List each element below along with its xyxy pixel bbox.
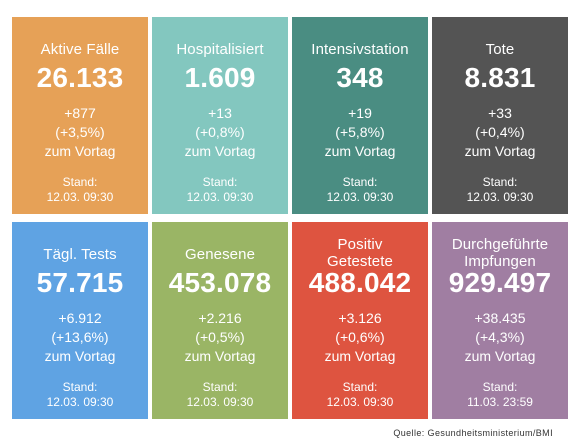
tile-delta-absolute: +6.912	[58, 310, 102, 326]
tile-stand-value: 12.03. 09:30	[186, 190, 254, 204]
tile-positiv-getestete: Positiv Getestete 488.042 +3.126 (+0,6%)…	[292, 222, 428, 419]
tile-stand-label: Stand:	[62, 175, 98, 189]
tile-delta-percent: (+3,5%)	[55, 124, 105, 140]
tile-delta-absolute: +3.126	[338, 310, 382, 326]
tile-delta-suffix: zum Vortag	[324, 143, 396, 159]
tile-delta-absolute: +13	[208, 105, 232, 121]
tile-timestamp: Stand: 12.03. 09:30	[12, 380, 148, 410]
tile-timestamp: Stand: 12.03. 09:30	[12, 175, 148, 205]
tile-delta-suffix: zum Vortag	[464, 143, 536, 159]
tile-stand-label: Stand:	[482, 175, 518, 189]
tile-stand-label: Stand:	[482, 380, 518, 394]
tile-delta-percent: (+13,6%)	[51, 329, 109, 345]
tile-stand-value: 12.03. 09:30	[326, 395, 394, 409]
tile-title: Hospitalisiert	[176, 41, 264, 58]
tile-timestamp: Stand: 12.03. 09:30	[152, 175, 288, 205]
tile-timestamp: Stand: 12.03. 09:30	[292, 175, 428, 205]
tile-stand-value: 12.03. 09:30	[186, 395, 254, 409]
source-note: Quelle: Gesundheitsministerium/BMI	[393, 428, 553, 438]
tile-change: +38.435 (+4,3%) zum Vortag	[432, 309, 568, 366]
tile-delta-suffix: zum Vortag	[184, 348, 256, 364]
tile-stand-value: 12.03. 09:30	[46, 190, 114, 204]
stats-grid: Aktive Fälle 26.133 +877 (+3,5%) zum Vor…	[12, 17, 570, 419]
tile-timestamp: Stand: 11.03. 23:59	[432, 380, 568, 410]
tile-delta-absolute: +877	[64, 105, 96, 121]
tile-intensivstation: Intensivstation 348 +19 (+5,8%) zum Vort…	[292, 17, 428, 214]
tile-value: 57.715	[36, 267, 124, 298]
tile-genesene: Genesene 453.078 +2.216 (+0,5%) zum Vort…	[152, 222, 288, 419]
tile-title: Tote	[485, 41, 515, 58]
tile-value: 348	[336, 62, 384, 93]
tile-title: Positiv Getestete	[327, 236, 393, 270]
tile-stand-value: 11.03. 23:59	[467, 395, 533, 409]
tile-change: +19 (+5,8%) zum Vortag	[292, 104, 428, 161]
tile-delta-suffix: zum Vortag	[44, 348, 116, 364]
tile-change: +3.126 (+0,6%) zum Vortag	[292, 309, 428, 366]
tile-durchgefuehrte-impfungen: Durchgeführte Impfungen 929.497 +38.435 …	[432, 222, 568, 419]
tile-tote: Tote 8.831 +33 (+0,4%) zum Vortag Stand:…	[432, 17, 568, 214]
tile-value: 453.078	[168, 267, 272, 298]
tile-change: +877 (+3,5%) zum Vortag	[12, 104, 148, 161]
tile-value: 1.609	[184, 62, 256, 93]
tile-delta-absolute: +19	[348, 105, 372, 121]
tile-delta-percent: (+0,4%)	[475, 124, 525, 140]
tile-value: 26.133	[36, 62, 124, 93]
tile-change: +33 (+0,4%) zum Vortag	[432, 104, 568, 161]
tile-timestamp: Stand: 12.03. 09:30	[152, 380, 288, 410]
tile-title: Durchgeführte Impfungen	[451, 236, 549, 270]
tile-delta-suffix: zum Vortag	[184, 143, 256, 159]
tile-value: 8.831	[464, 62, 536, 93]
tile-value: 488.042	[308, 267, 412, 298]
tile-delta-percent: (+0,5%)	[195, 329, 245, 345]
tile-delta-absolute: +38.435	[474, 310, 526, 326]
tile-title: Tägl. Tests	[43, 246, 117, 263]
tile-timestamp: Stand: 12.03. 09:30	[432, 175, 568, 205]
tile-change: +6.912 (+13,6%) zum Vortag	[12, 309, 148, 366]
tile-delta-absolute: +33	[488, 105, 512, 121]
tile-stand-label: Stand:	[342, 175, 378, 189]
tile-delta-absolute: +2.216	[198, 310, 242, 326]
tile-stand-label: Stand:	[342, 380, 378, 394]
tile-timestamp: Stand: 12.03. 09:30	[292, 380, 428, 410]
tile-stand-value: 12.03. 09:30	[326, 190, 394, 204]
tile-delta-suffix: zum Vortag	[44, 143, 116, 159]
tile-aktive-faelle: Aktive Fälle 26.133 +877 (+3,5%) zum Vor…	[12, 17, 148, 214]
tile-stand-label: Stand:	[202, 380, 238, 394]
tile-change: +13 (+0,8%) zum Vortag	[152, 104, 288, 161]
tile-stand-value: 12.03. 09:30	[466, 190, 534, 204]
tile-delta-percent: (+0,8%)	[195, 124, 245, 140]
tile-stand-label: Stand:	[62, 380, 98, 394]
tile-delta-suffix: zum Vortag	[324, 348, 396, 364]
tile-title: Intensivstation	[311, 41, 409, 58]
tile-title: Genesene	[184, 246, 256, 263]
tile-change: +2.216 (+0,5%) zum Vortag	[152, 309, 288, 366]
tile-delta-suffix: zum Vortag	[464, 348, 536, 364]
tile-delta-percent: (+5,8%)	[335, 124, 385, 140]
tile-title: Aktive Fälle	[40, 41, 120, 58]
tile-value: 929.497	[448, 267, 552, 298]
tile-hospitalisiert: Hospitalisiert 1.609 +13 (+0,8%) zum Vor…	[152, 17, 288, 214]
tile-delta-percent: (+0,6%)	[335, 329, 385, 345]
tile-delta-percent: (+4,3%)	[475, 329, 525, 345]
tile-stand-value: 12.03. 09:30	[46, 395, 114, 409]
tile-taegl-tests: Tägl. Tests 57.715 +6.912 (+13,6%) zum V…	[12, 222, 148, 419]
tile-stand-label: Stand:	[202, 175, 238, 189]
